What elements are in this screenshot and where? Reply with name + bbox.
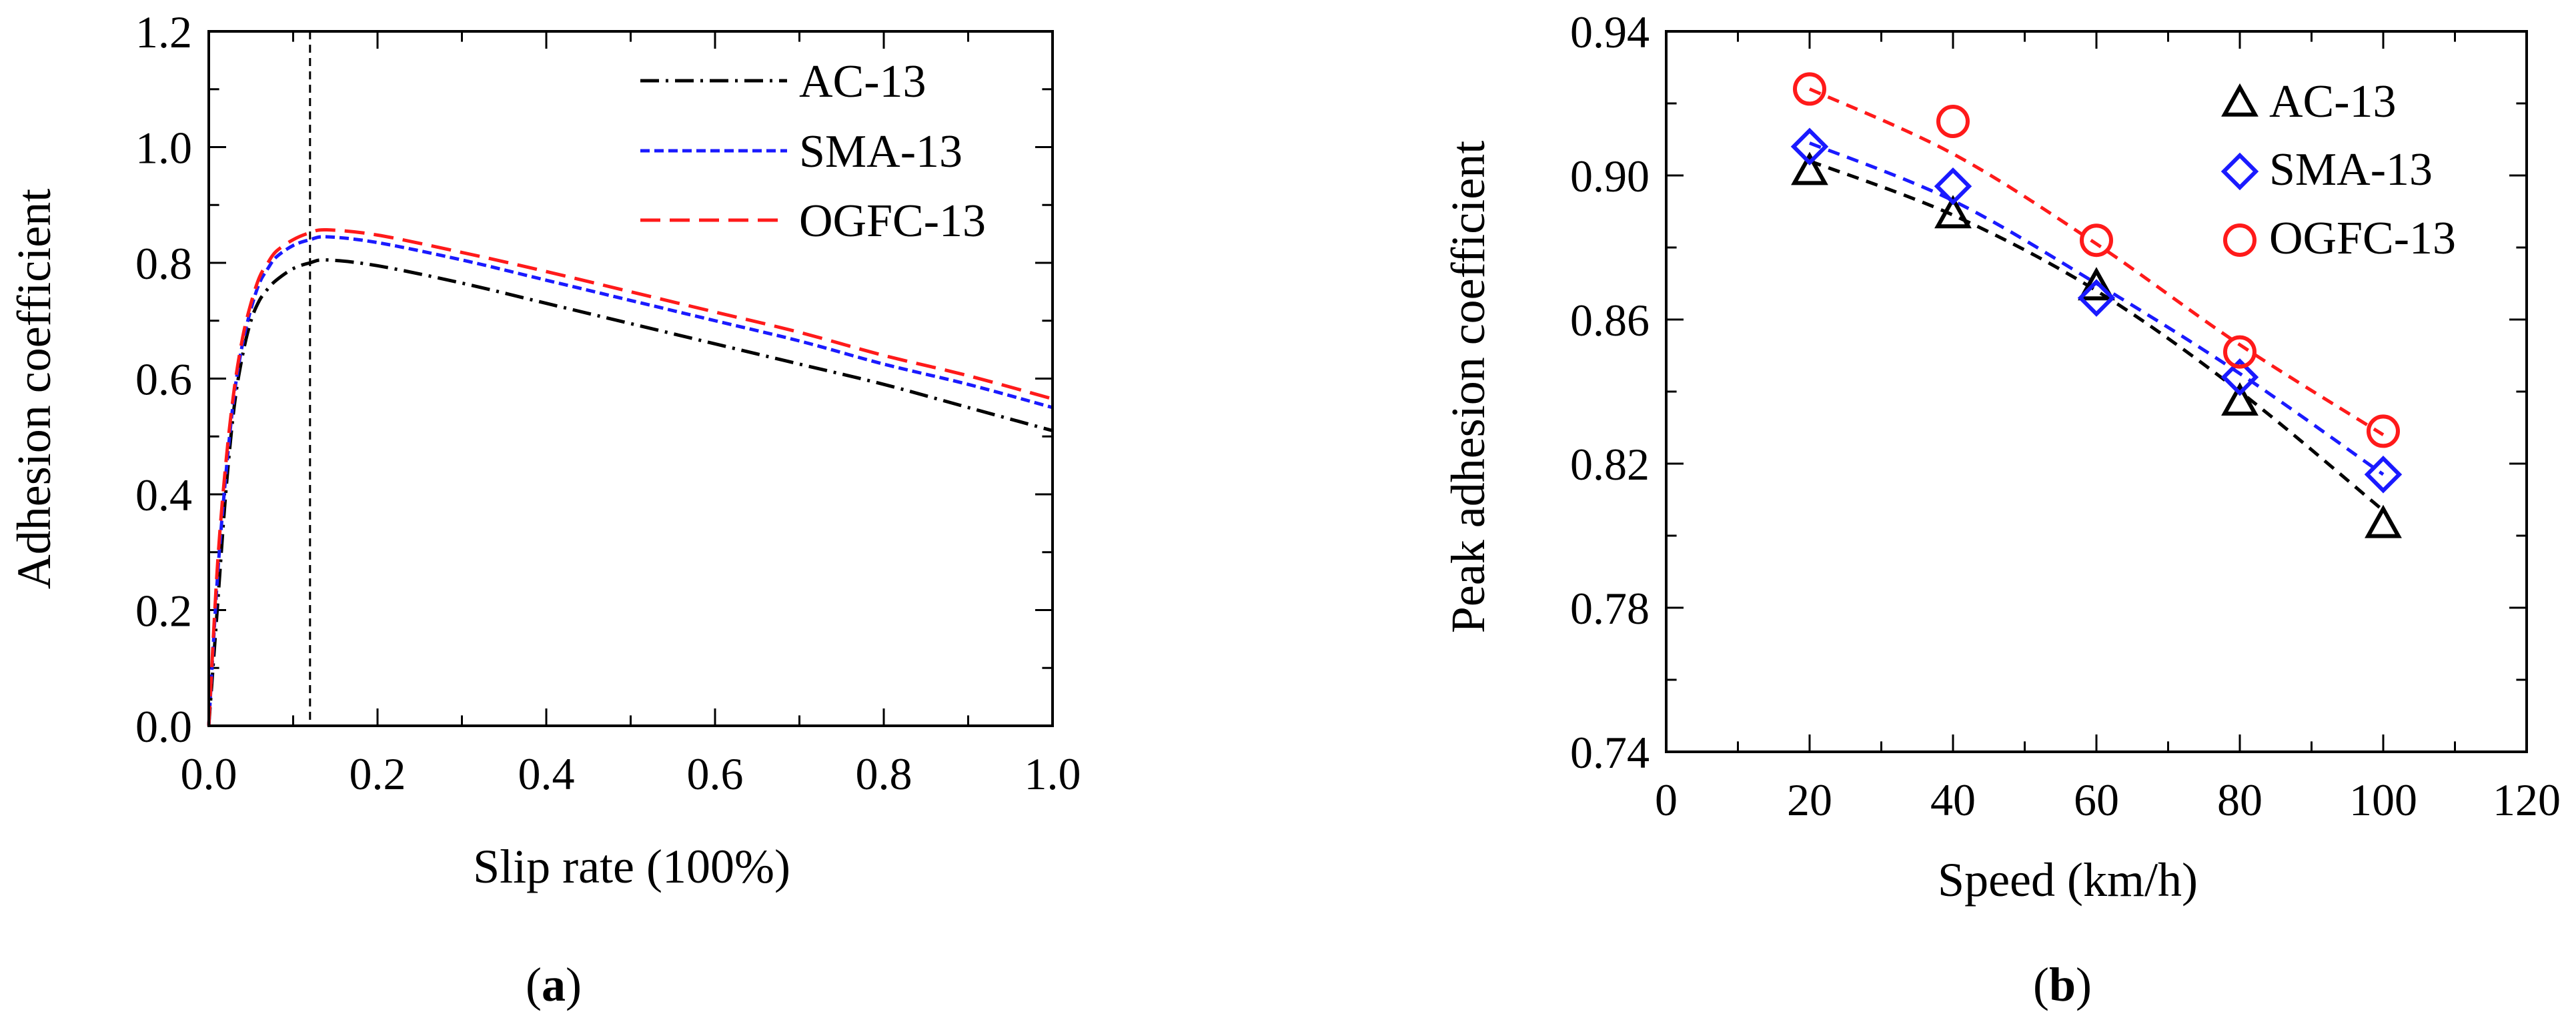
panel-a-legend: AC-13 SMA-13 OGFC-13 [640,56,986,247]
legend-b-sma13-marker [2220,152,2259,191]
legend-b-sma13-label: SMA-13 [2269,144,2433,195]
panel-b-y-tick-label: 0.90 [1570,151,1650,201]
panel-b-plot-frame [1665,30,2528,753]
panel-b-y-tick-label: 0.78 [1570,583,1650,634]
panel-b-x-tick-labels: 0 20 40 60 80 100 120 [1655,775,2561,825]
panel-a-x-tick-labels: 0.0 0.2 0.4 0.6 0.8 1.0 [181,748,1081,799]
panel-a-x-tick-label: 0.2 [350,748,406,799]
legend-b-ac13-marker-shape [2221,83,2259,117]
panel-b-letter: b [2049,958,2076,1011]
panel-b-ogfc13-point [2223,335,2257,369]
panel-b-ac13-point [2365,504,2402,538]
panel-a-y-tick-label: 0.0 [135,701,192,752]
panel-b-sma13-point [1790,127,1829,166]
panel-b-ogfc13-point [2367,414,2400,448]
legend-a-ac13-label: AC-13 [799,56,926,107]
panel-a-y-tick-label: 0.6 [135,354,192,405]
panel-b-markers [1790,72,2403,538]
panel-a-y-tick-label: 1.2 [135,7,192,57]
legend-b-ogfc13-label: OGFC-13 [2269,213,2456,264]
panel-a-letter: a [542,958,566,1011]
legend-a-sma13-label: SMA-13 [799,126,962,177]
panel-a-y-tick-label: 0.2 [135,586,192,636]
panel-b-sma13-point [1934,167,1972,205]
panel-a-y-tick-labels: 0.0 0.2 0.4 0.6 0.8 1.0 1.2 [135,7,192,752]
panel-a-series-lines [207,227,1053,726]
legend-b-ac13-label: AC-13 [2269,76,2397,127]
panel-a-y-axis-title: Adhesion coefficient [7,189,61,589]
panel-a-x-tick-label: 0.6 [687,748,744,799]
panel-b-ac13-point [2078,267,2115,301]
legend-a-ogfc13-label: OGFC-13 [799,195,986,247]
panel-b-y-tick-label: 0.94 [1570,7,1650,57]
panel-b-x-tick-label: 20 [1787,775,1832,825]
panel-a-x-tick-label: 0.0 [181,748,237,799]
panel-a-series-ogfc13-line [207,227,1053,726]
legend-b-sma13-marker-shape [2220,152,2259,191]
panel-a-x-tick-label: 1.0 [1025,748,1081,799]
panel-b-ogfc13-point [1793,72,1826,106]
panel-a-series-sma13-line [207,235,1053,726]
panel-a-y-tick-label: 0.8 [135,238,192,289]
panel-b-fit-ac13-line [1809,159,2385,512]
panel-b-y-tick-label: 0.82 [1570,439,1650,490]
panel-a-plot-frame [207,30,1054,727]
panel-b-chart: 0 20 40 60 80 100 120 0.74 0.78 0.82 0.86 0.90 0.94… [1441,7,2561,1011]
panel-a-x-tick-label: 0.8 [856,748,912,799]
panel-b-ogfc13-point [1936,105,1970,138]
panel-b-ac13-point [2221,382,2259,416]
panel-b-x-tick-label: 0 [1655,775,1678,825]
panel-b-y-tick-label: 0.74 [1570,727,1650,778]
legend-b-ogfc13-marker-shape [2223,223,2257,257]
panel-a-series-ac13-line [207,258,1053,726]
panel-b-fit-ogfc13-line [1808,87,2385,436]
panel-b-y-tick-label: 0.86 [1570,295,1650,346]
legend-b-ac13-marker [2221,83,2259,117]
panel-a-x-axis-title: Slip rate (100%) [473,840,790,893]
panel-b-y-tick-labels: 0.74 0.78 0.82 0.86 0.90 0.94 [1570,7,1650,778]
panel-b-x-tick-label: 80 [2217,775,2263,825]
legend-b-ogfc13-marker [2223,223,2257,257]
panel-b-x-tick-label: 100 [2349,775,2417,825]
panel-b-sma13-point [2364,455,2403,494]
panel-a-y-tick-label: 0.4 [135,470,192,520]
panel-a-y-tick-label: 1.0 [135,123,192,173]
panel-b-x-tick-label: 120 [2493,775,2561,825]
panel-b-legend: AC-13 SMA-13 OGFC-13 [2220,76,2456,264]
panel-b-x-axis-title: Speed (km/h) [1938,853,2198,907]
panel-b-y-axis-title: Peak adhesion coefficient [1441,141,1495,633]
panel-b-ogfc13-point [2080,223,2113,258]
panel-a-chart: 0.0 0.2 0.4 0.6 0.8 1.0 0.0 0.2 0.4 0.6 0.8 1.0 1.2… [7,7,1081,1011]
panel-b-sma13-point [2077,279,2116,317]
panel-b-sma13-point [2220,358,2259,396]
panel-a-caption: (a) [526,958,582,1011]
panel-b-caption: (b) [2033,958,2092,1011]
panel-b-ticks [1665,30,2528,753]
panel-b-x-tick-label: 60 [2074,775,2119,825]
panel-b-ac13-point [1934,195,1972,229]
panel-b-ac13-point [1791,151,1828,185]
panel-a-x-tick-label: 0.4 [518,748,575,799]
panel-b-x-tick-label: 40 [1930,775,1976,825]
